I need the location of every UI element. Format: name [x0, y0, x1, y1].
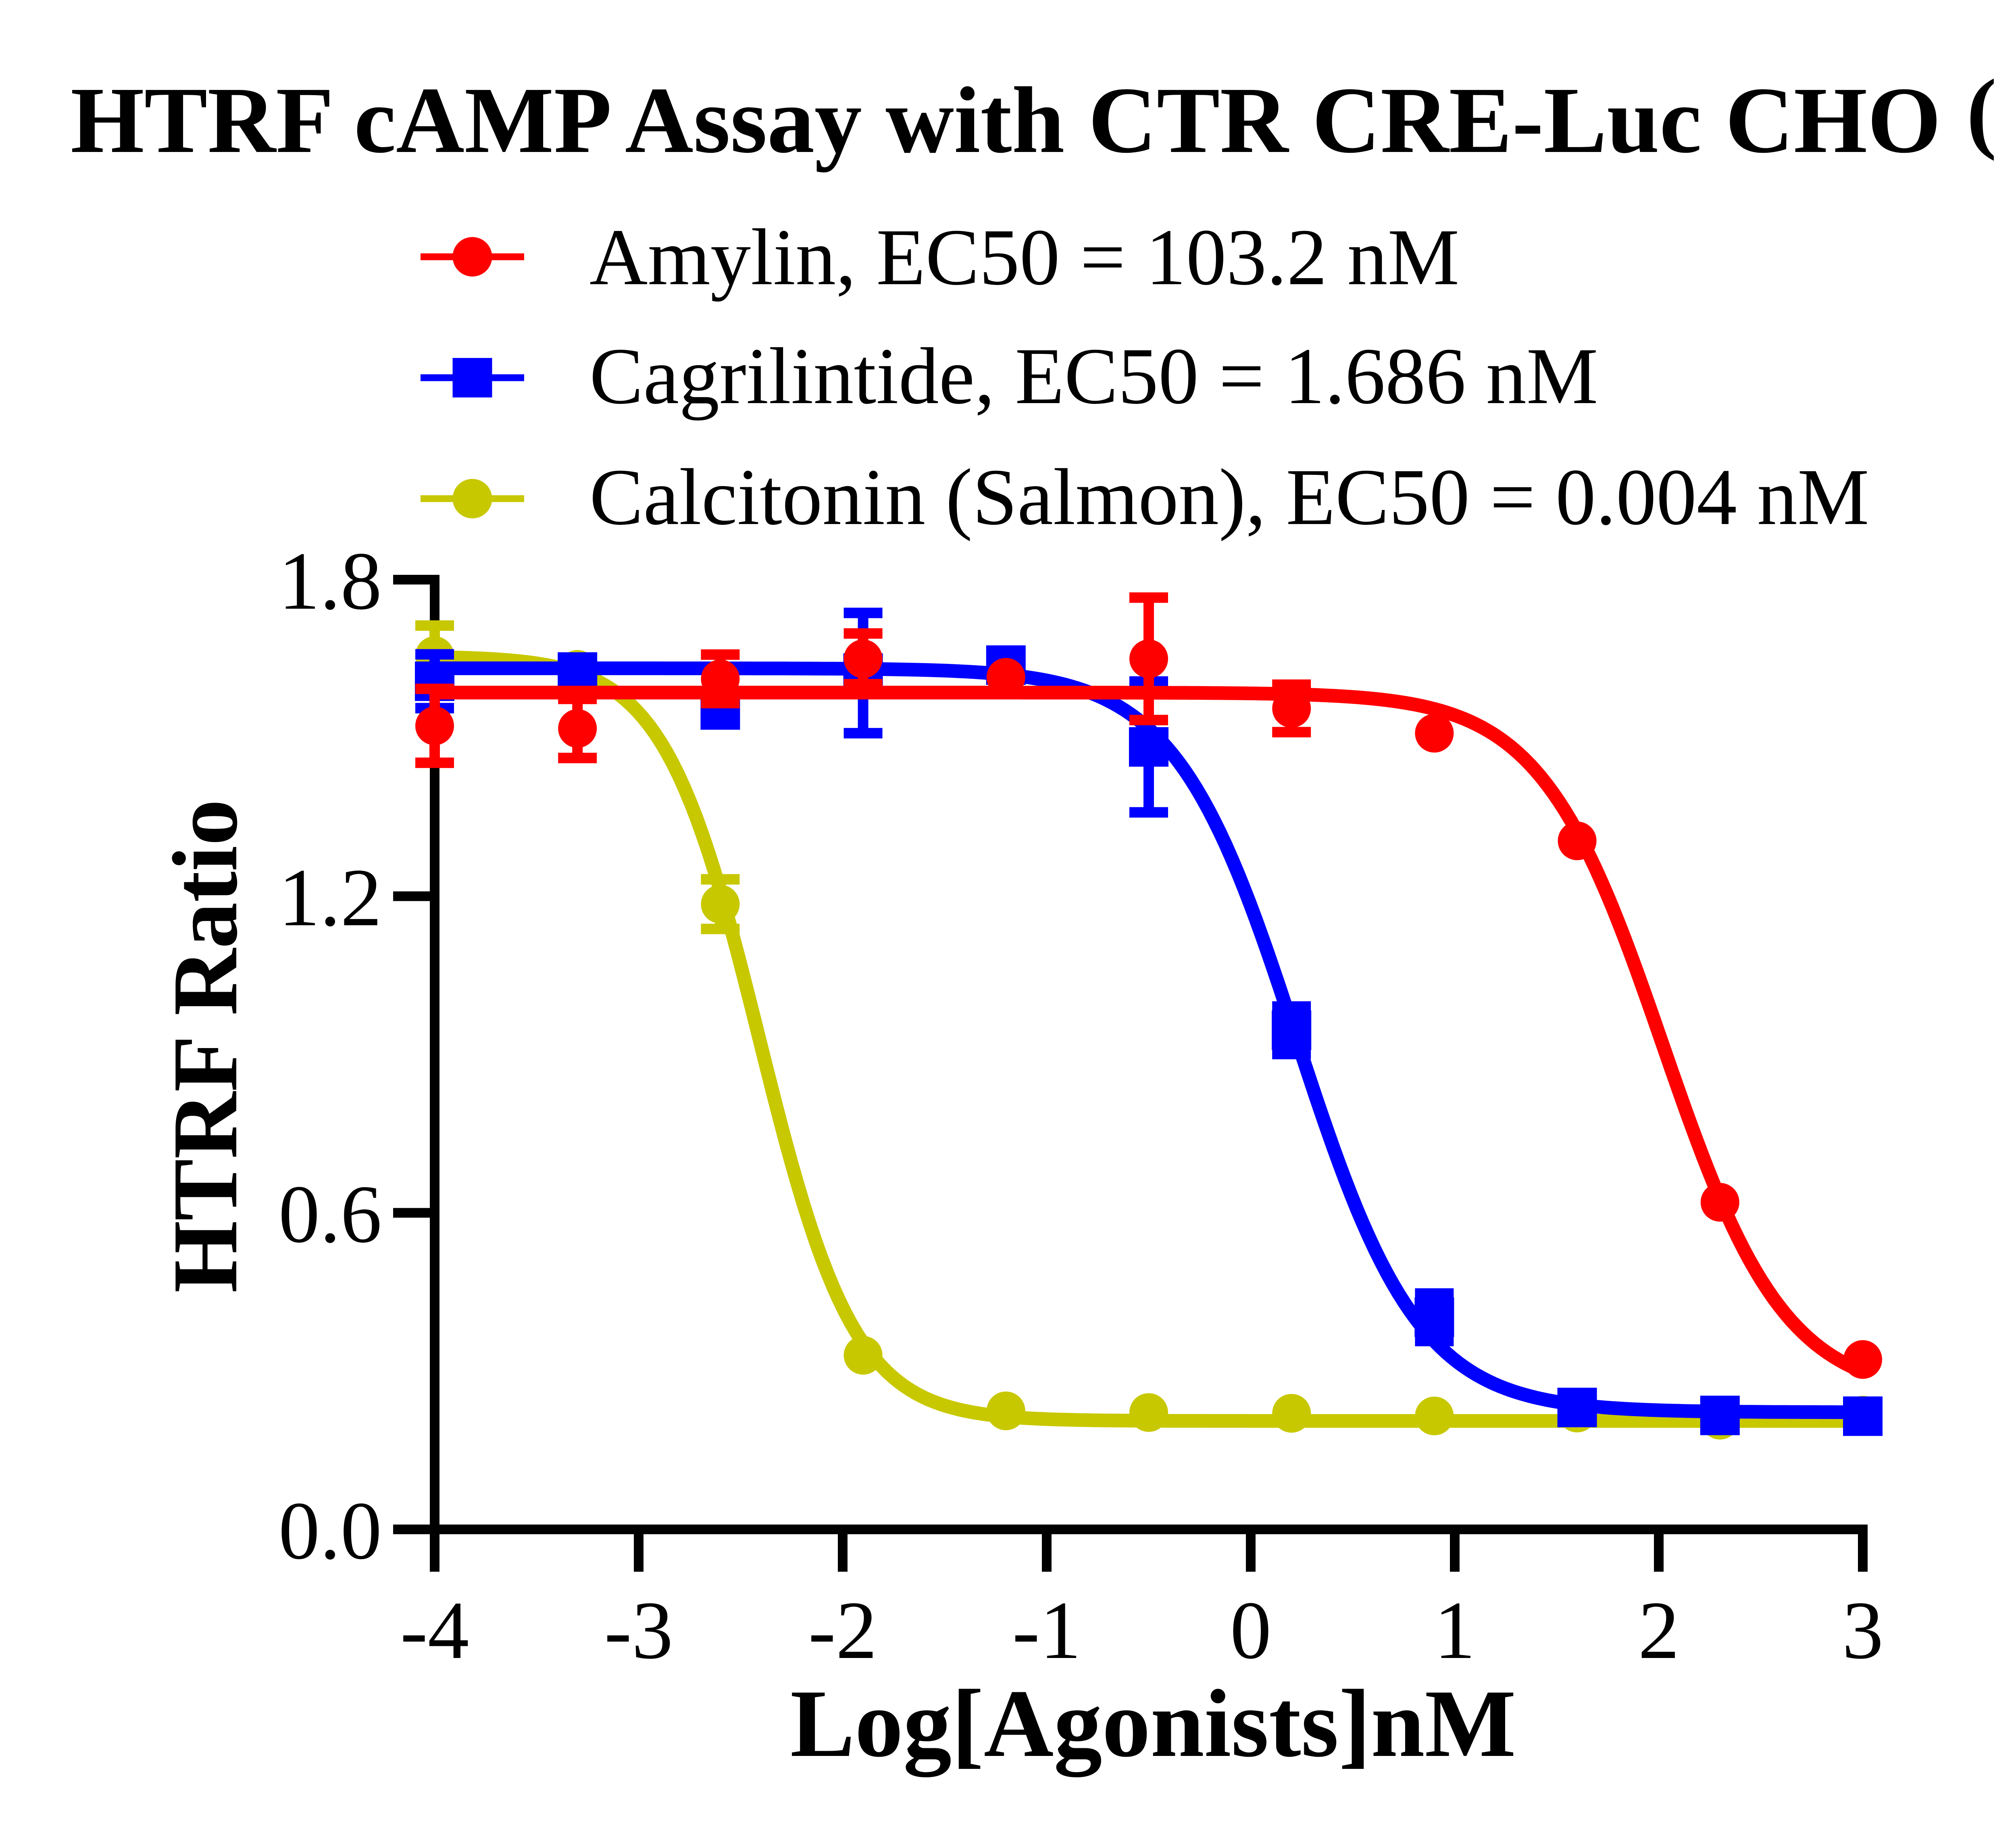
svg-text:3: 3 — [1842, 1585, 1884, 1676]
svg-text:Cagrilintide, EC50 = 1.686 nM: Cagrilintide, EC50 = 1.686 nM — [589, 332, 1598, 421]
svg-text:Amylin, EC50 = 103.2 nM: Amylin, EC50 = 103.2 nM — [589, 213, 1459, 302]
svg-text:1.2: 1.2 — [279, 852, 382, 943]
svg-text:Calcitonin (Salmon), EC50 = 0.: Calcitonin (Salmon), EC50 = 0.004 nM — [589, 453, 1869, 542]
svg-text:2: 2 — [1638, 1585, 1680, 1676]
svg-text:-1: -1 — [1012, 1585, 1081, 1676]
svg-text:-4: -4 — [400, 1585, 469, 1676]
svg-text:1: 1 — [1434, 1585, 1476, 1676]
svg-text:0: 0 — [1230, 1585, 1272, 1676]
svg-text:-2: -2 — [808, 1585, 877, 1676]
svg-text:0.0: 0.0 — [279, 1485, 382, 1577]
svg-text:HTRF Ratio: HTRF Ratio — [154, 799, 256, 1293]
svg-text:-3: -3 — [604, 1585, 673, 1676]
svg-text:Log[Agonists]nM: Log[Agonists]nM — [790, 1670, 1516, 1777]
svg-text:HTRF cAMP Assay with CTR CRE-L: HTRF cAMP Assay with CTR CRE-Luc CHO(C1) — [71, 60, 2016, 173]
svg-text:0.6: 0.6 — [279, 1169, 382, 1260]
svg-text:1.8: 1.8 — [279, 535, 382, 627]
